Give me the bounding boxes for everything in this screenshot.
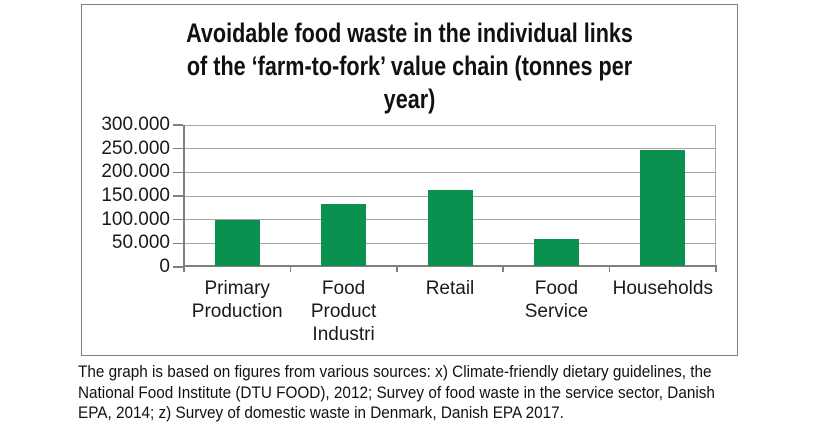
x-axis-tick	[608, 267, 611, 272]
x-axis-tick	[396, 267, 398, 272]
x-axis-tick	[715, 267, 717, 272]
y-axis-tick	[173, 195, 183, 197]
y-axis-tick	[173, 147, 183, 150]
bar-retail	[427, 189, 473, 266]
x-axis-tick	[502, 267, 504, 272]
y-axis-tick-label: 200.000	[101, 161, 170, 183]
bar-households	[640, 150, 686, 266]
y-axis-tick	[173, 218, 183, 221]
y-axis-tick-label: 150.000	[101, 185, 170, 206]
bar-food-service	[533, 238, 579, 266]
chart-title: Avoidable food waste in the individual l…	[186, 18, 633, 114]
x-axis-label: Primary Production	[191, 278, 283, 322]
y-axis-tick	[173, 266, 183, 268]
chart-frame: Avoidable food waste in the individual l…	[81, 4, 738, 356]
x-axis-label: Households	[612, 278, 713, 299]
y-gridline	[184, 148, 716, 150]
bar-food-product-industri	[321, 204, 367, 266]
plot-area: 300.000 250.000 200.000 150.000 100.000 50.00…	[101, 115, 717, 345]
chart-source-caption: The graph is based on figures from vario…	[78, 362, 715, 422]
y-axis-tick	[173, 124, 183, 126]
y-gridline	[184, 171, 716, 173]
y-axis-tick-label: 0	[159, 256, 170, 277]
x-axis-line	[183, 265, 717, 267]
y-axis-tick-label: 50.000	[111, 232, 170, 254]
plot-right-border	[715, 125, 716, 267]
x-axis-tick	[289, 267, 292, 272]
y-axis-tick	[173, 242, 183, 245]
x-axis-label: Food Product Industri	[310, 278, 377, 345]
bar-primary-production	[214, 219, 260, 266]
y-axis-tick-label: 250.000	[101, 137, 170, 159]
y-axis-tick-label: 300.000	[101, 114, 170, 135]
x-axis-label: Retail	[425, 278, 475, 299]
y-axis-line	[183, 125, 185, 272]
y-axis-tick	[173, 171, 183, 174]
y-axis-tick-label: 100.000	[101, 208, 170, 230]
y-gridline	[184, 124, 716, 126]
x-axis-label: Food Service	[524, 278, 589, 322]
